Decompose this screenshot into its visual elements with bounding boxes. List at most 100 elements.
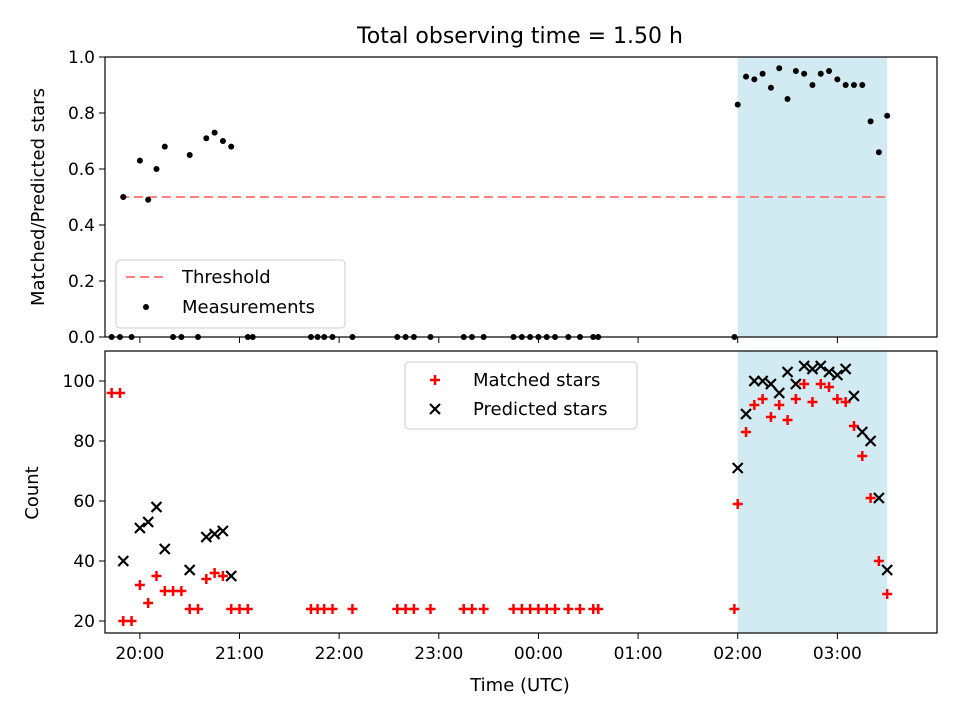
predicted-star-point bbox=[814, 360, 827, 372]
predicted-star-point bbox=[839, 363, 852, 375]
matched-star-point bbox=[832, 394, 843, 404]
y-tick-label: 0.8 bbox=[68, 104, 95, 124]
legend-threshold-label: Threshold bbox=[181, 267, 271, 288]
matched-star-point bbox=[765, 412, 776, 422]
predicted-star-point bbox=[765, 378, 777, 390]
measurement-point bbox=[867, 118, 874, 125]
measurement-point bbox=[784, 96, 791, 102]
top-y-axis-label: Matched/Predicted stars bbox=[28, 88, 49, 306]
matched-star-point bbox=[757, 394, 768, 404]
y-tick-label: 0.6 bbox=[68, 160, 95, 180]
x-tick-label: 21:00 bbox=[215, 644, 264, 664]
predicted-star-point bbox=[134, 522, 146, 534]
matched-star-point bbox=[857, 451, 868, 461]
axes-frame bbox=[104, 56, 938, 338]
measurement-point bbox=[809, 82, 816, 88]
x-tick-label: 00:00 bbox=[514, 644, 563, 664]
matched-star-point bbox=[176, 586, 187, 596]
matched-star-point bbox=[143, 598, 154, 608]
measurement-point bbox=[884, 112, 891, 119]
measurement-point bbox=[228, 143, 235, 150]
y-tick-label: 40 bbox=[73, 552, 95, 572]
measurement-point bbox=[826, 68, 833, 74]
predicted-star-point bbox=[856, 426, 869, 438]
predicted-star-point bbox=[159, 543, 171, 555]
legend-matched-label: Matched stars bbox=[473, 370, 600, 391]
measurement-point bbox=[842, 82, 849, 88]
highlight-span bbox=[737, 351, 888, 633]
measurement-point bbox=[759, 70, 766, 77]
matched-star-point bbox=[741, 427, 752, 437]
predicted-star-point bbox=[142, 516, 154, 528]
predicted-star-point bbox=[798, 360, 810, 372]
predicted-star-point bbox=[117, 555, 130, 567]
matched-star-point bbox=[192, 604, 203, 614]
matched-star-point bbox=[201, 574, 212, 584]
measurement-point bbox=[767, 84, 774, 91]
measurement-point bbox=[875, 149, 882, 156]
x-axis-label: Time (UTC) bbox=[469, 675, 570, 696]
y-tick-label: 0.4 bbox=[68, 216, 95, 236]
measurement-point bbox=[145, 196, 152, 203]
matched-star-point bbox=[550, 604, 561, 614]
y-tick-label: 60 bbox=[73, 492, 95, 512]
matched-star-point bbox=[790, 394, 801, 404]
ratio-panel: 0.0 0.2 0.4 0.6 0.8 1.0 Threshold Measurements bbox=[68, 48, 938, 348]
matched-star-point bbox=[347, 604, 358, 614]
matched-star-point bbox=[824, 382, 835, 392]
measurement-point bbox=[219, 138, 226, 144]
matched-star-point bbox=[815, 379, 826, 389]
legend-measurement-swatch bbox=[143, 304, 149, 310]
x-tick-label: 02:00 bbox=[713, 644, 762, 664]
matched-star-point bbox=[593, 604, 604, 614]
matched-star-point bbox=[327, 604, 338, 614]
matched-star-point bbox=[134, 580, 145, 590]
matched-star-point bbox=[242, 604, 253, 614]
legend-matched-swatch bbox=[430, 375, 440, 385]
y-tick-label: 80 bbox=[73, 432, 95, 452]
matched-star-point bbox=[425, 604, 436, 614]
predicted-star-point bbox=[848, 390, 860, 402]
matched-star-point bbox=[848, 421, 859, 431]
chart-title: Total observing time = 1.50 h bbox=[356, 24, 683, 49]
matched-star-point bbox=[478, 604, 489, 614]
x-tick-label: 01:00 bbox=[614, 644, 663, 664]
y-tick-label: 20 bbox=[73, 612, 95, 632]
matched-star-point bbox=[840, 397, 851, 407]
measurement-point bbox=[859, 82, 866, 88]
predicted-star-point bbox=[756, 375, 769, 387]
predicted-star-point bbox=[831, 369, 844, 381]
legend-predicted-label: Predicted stars bbox=[473, 399, 607, 420]
y-tick-label: 0.2 bbox=[68, 272, 95, 292]
bottom-y-axis-label: Count bbox=[22, 466, 43, 519]
matched-star-point bbox=[799, 379, 810, 389]
axes-frame bbox=[104, 350, 938, 634]
legend-box bbox=[115, 259, 346, 329]
predicted-star-point bbox=[150, 501, 163, 513]
matched-star-point bbox=[732, 499, 743, 509]
x-tick-label: 03:00 bbox=[813, 644, 862, 664]
y-tick-label: 100 bbox=[63, 372, 95, 392]
matched-star-point bbox=[807, 397, 818, 407]
measurement-point bbox=[734, 101, 741, 108]
measurement-point bbox=[834, 76, 841, 83]
predicted-star-point bbox=[740, 408, 752, 420]
predicted-star-point bbox=[200, 531, 213, 543]
matched-star-point bbox=[574, 604, 585, 614]
predicted-star-point bbox=[806, 363, 819, 375]
matched-star-point bbox=[749, 400, 760, 410]
matched-star-point bbox=[209, 568, 220, 578]
count-panel: 20 40 60 80 100 20:00 21:00 22:00 23:00 00:00 01:0… bbox=[63, 350, 938, 664]
y-tick-label: 0.0 bbox=[68, 328, 95, 348]
predicted-star-point bbox=[217, 525, 229, 537]
measurement-point bbox=[850, 82, 857, 88]
predicted-star-point bbox=[790, 378, 802, 390]
matched-star-point bbox=[774, 400, 785, 410]
predicted-star-point bbox=[208, 528, 221, 540]
measurement-point bbox=[186, 152, 193, 158]
predicted-star-point bbox=[225, 570, 237, 582]
measurement-point bbox=[211, 129, 218, 136]
predicted-star-point bbox=[881, 564, 893, 576]
matched-star-point bbox=[151, 571, 162, 581]
